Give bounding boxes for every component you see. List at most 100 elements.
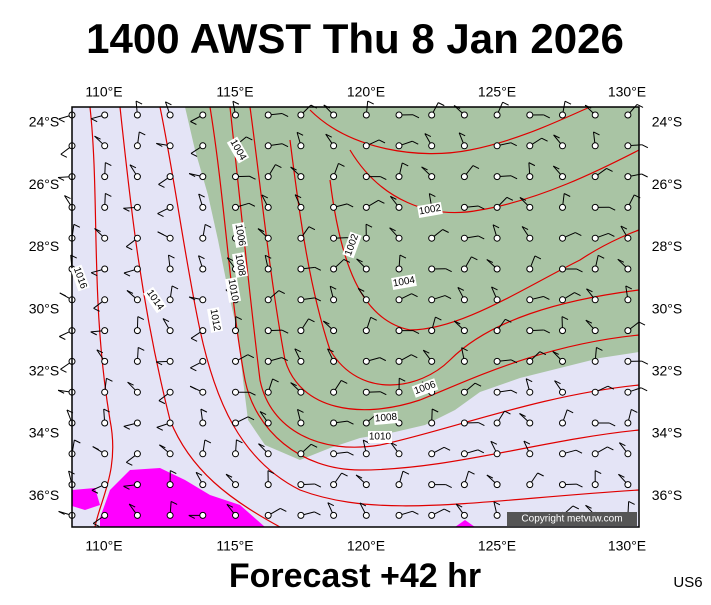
station xyxy=(494,266,500,272)
lon-label: 115°E xyxy=(216,84,253,100)
wind-barb xyxy=(642,174,648,177)
station xyxy=(527,389,533,395)
station xyxy=(298,328,304,334)
lat-label: 26°S xyxy=(29,176,60,192)
station xyxy=(265,451,271,457)
station xyxy=(396,235,402,241)
station xyxy=(167,266,173,272)
station xyxy=(167,512,173,518)
station xyxy=(265,512,271,518)
station xyxy=(494,358,500,364)
station xyxy=(167,451,173,457)
station xyxy=(560,389,566,395)
station xyxy=(233,482,239,488)
lat-label: 34°S xyxy=(29,425,60,441)
station xyxy=(134,328,140,334)
station xyxy=(134,482,140,488)
station xyxy=(298,389,304,395)
lat-label: 36°S xyxy=(29,487,60,503)
station xyxy=(560,451,566,457)
station xyxy=(625,420,631,426)
station xyxy=(396,266,402,272)
lat-label: 32°S xyxy=(29,363,60,379)
station xyxy=(461,143,467,149)
lat-label: 28°S xyxy=(652,238,683,254)
wind-barb xyxy=(60,293,66,296)
wind-barb xyxy=(368,101,374,104)
station xyxy=(527,328,533,334)
station xyxy=(396,174,402,180)
station xyxy=(233,112,239,118)
station xyxy=(527,482,533,488)
model-code: US6 xyxy=(673,574,702,591)
station xyxy=(233,389,239,395)
station xyxy=(331,266,337,272)
station xyxy=(298,420,304,426)
wind-barb xyxy=(438,103,444,106)
station xyxy=(200,112,206,118)
lon-label: 120°E xyxy=(347,538,385,554)
station xyxy=(233,420,239,426)
station xyxy=(331,297,337,303)
station xyxy=(167,143,173,149)
station xyxy=(527,358,533,364)
station xyxy=(461,389,467,395)
lon-label: 110°E xyxy=(85,84,122,100)
station xyxy=(331,482,337,488)
station xyxy=(102,112,108,118)
station xyxy=(331,235,337,241)
station xyxy=(102,389,108,395)
station xyxy=(429,266,435,272)
station xyxy=(134,451,140,457)
station xyxy=(167,112,173,118)
station xyxy=(102,266,108,272)
wind-barb xyxy=(60,369,66,372)
station xyxy=(429,358,435,364)
station xyxy=(494,143,500,149)
station xyxy=(331,512,337,518)
station xyxy=(102,204,108,210)
station xyxy=(396,512,402,518)
station xyxy=(298,143,304,149)
station xyxy=(396,297,402,303)
station xyxy=(461,266,467,272)
station xyxy=(625,112,631,118)
copyright: Copyright metvuw.com xyxy=(521,514,622,525)
station xyxy=(429,512,435,518)
station xyxy=(396,389,402,395)
lat-label: 28°S xyxy=(29,238,60,254)
station xyxy=(363,235,369,241)
station xyxy=(527,451,533,457)
station xyxy=(363,451,369,457)
station xyxy=(102,512,108,518)
station xyxy=(134,389,140,395)
station xyxy=(298,112,304,118)
station xyxy=(494,482,500,488)
station xyxy=(592,420,598,426)
station xyxy=(494,451,500,457)
station xyxy=(560,266,566,272)
wind-barb xyxy=(61,154,67,157)
station xyxy=(625,389,631,395)
lat-label: 30°S xyxy=(652,300,683,316)
station xyxy=(461,328,467,334)
station xyxy=(494,112,500,118)
station xyxy=(429,297,435,303)
station xyxy=(331,389,337,395)
station xyxy=(200,297,206,303)
station xyxy=(625,451,631,457)
station xyxy=(265,358,271,364)
station xyxy=(265,482,271,488)
station xyxy=(102,174,108,180)
wind-barb xyxy=(59,119,65,122)
station xyxy=(592,266,598,272)
station xyxy=(592,174,598,180)
station xyxy=(134,235,140,241)
station xyxy=(363,297,369,303)
wind-barb xyxy=(59,337,65,340)
station xyxy=(200,420,206,426)
station xyxy=(396,328,402,334)
lat-label: 32°S xyxy=(652,363,683,379)
station xyxy=(331,204,337,210)
station xyxy=(560,297,566,303)
